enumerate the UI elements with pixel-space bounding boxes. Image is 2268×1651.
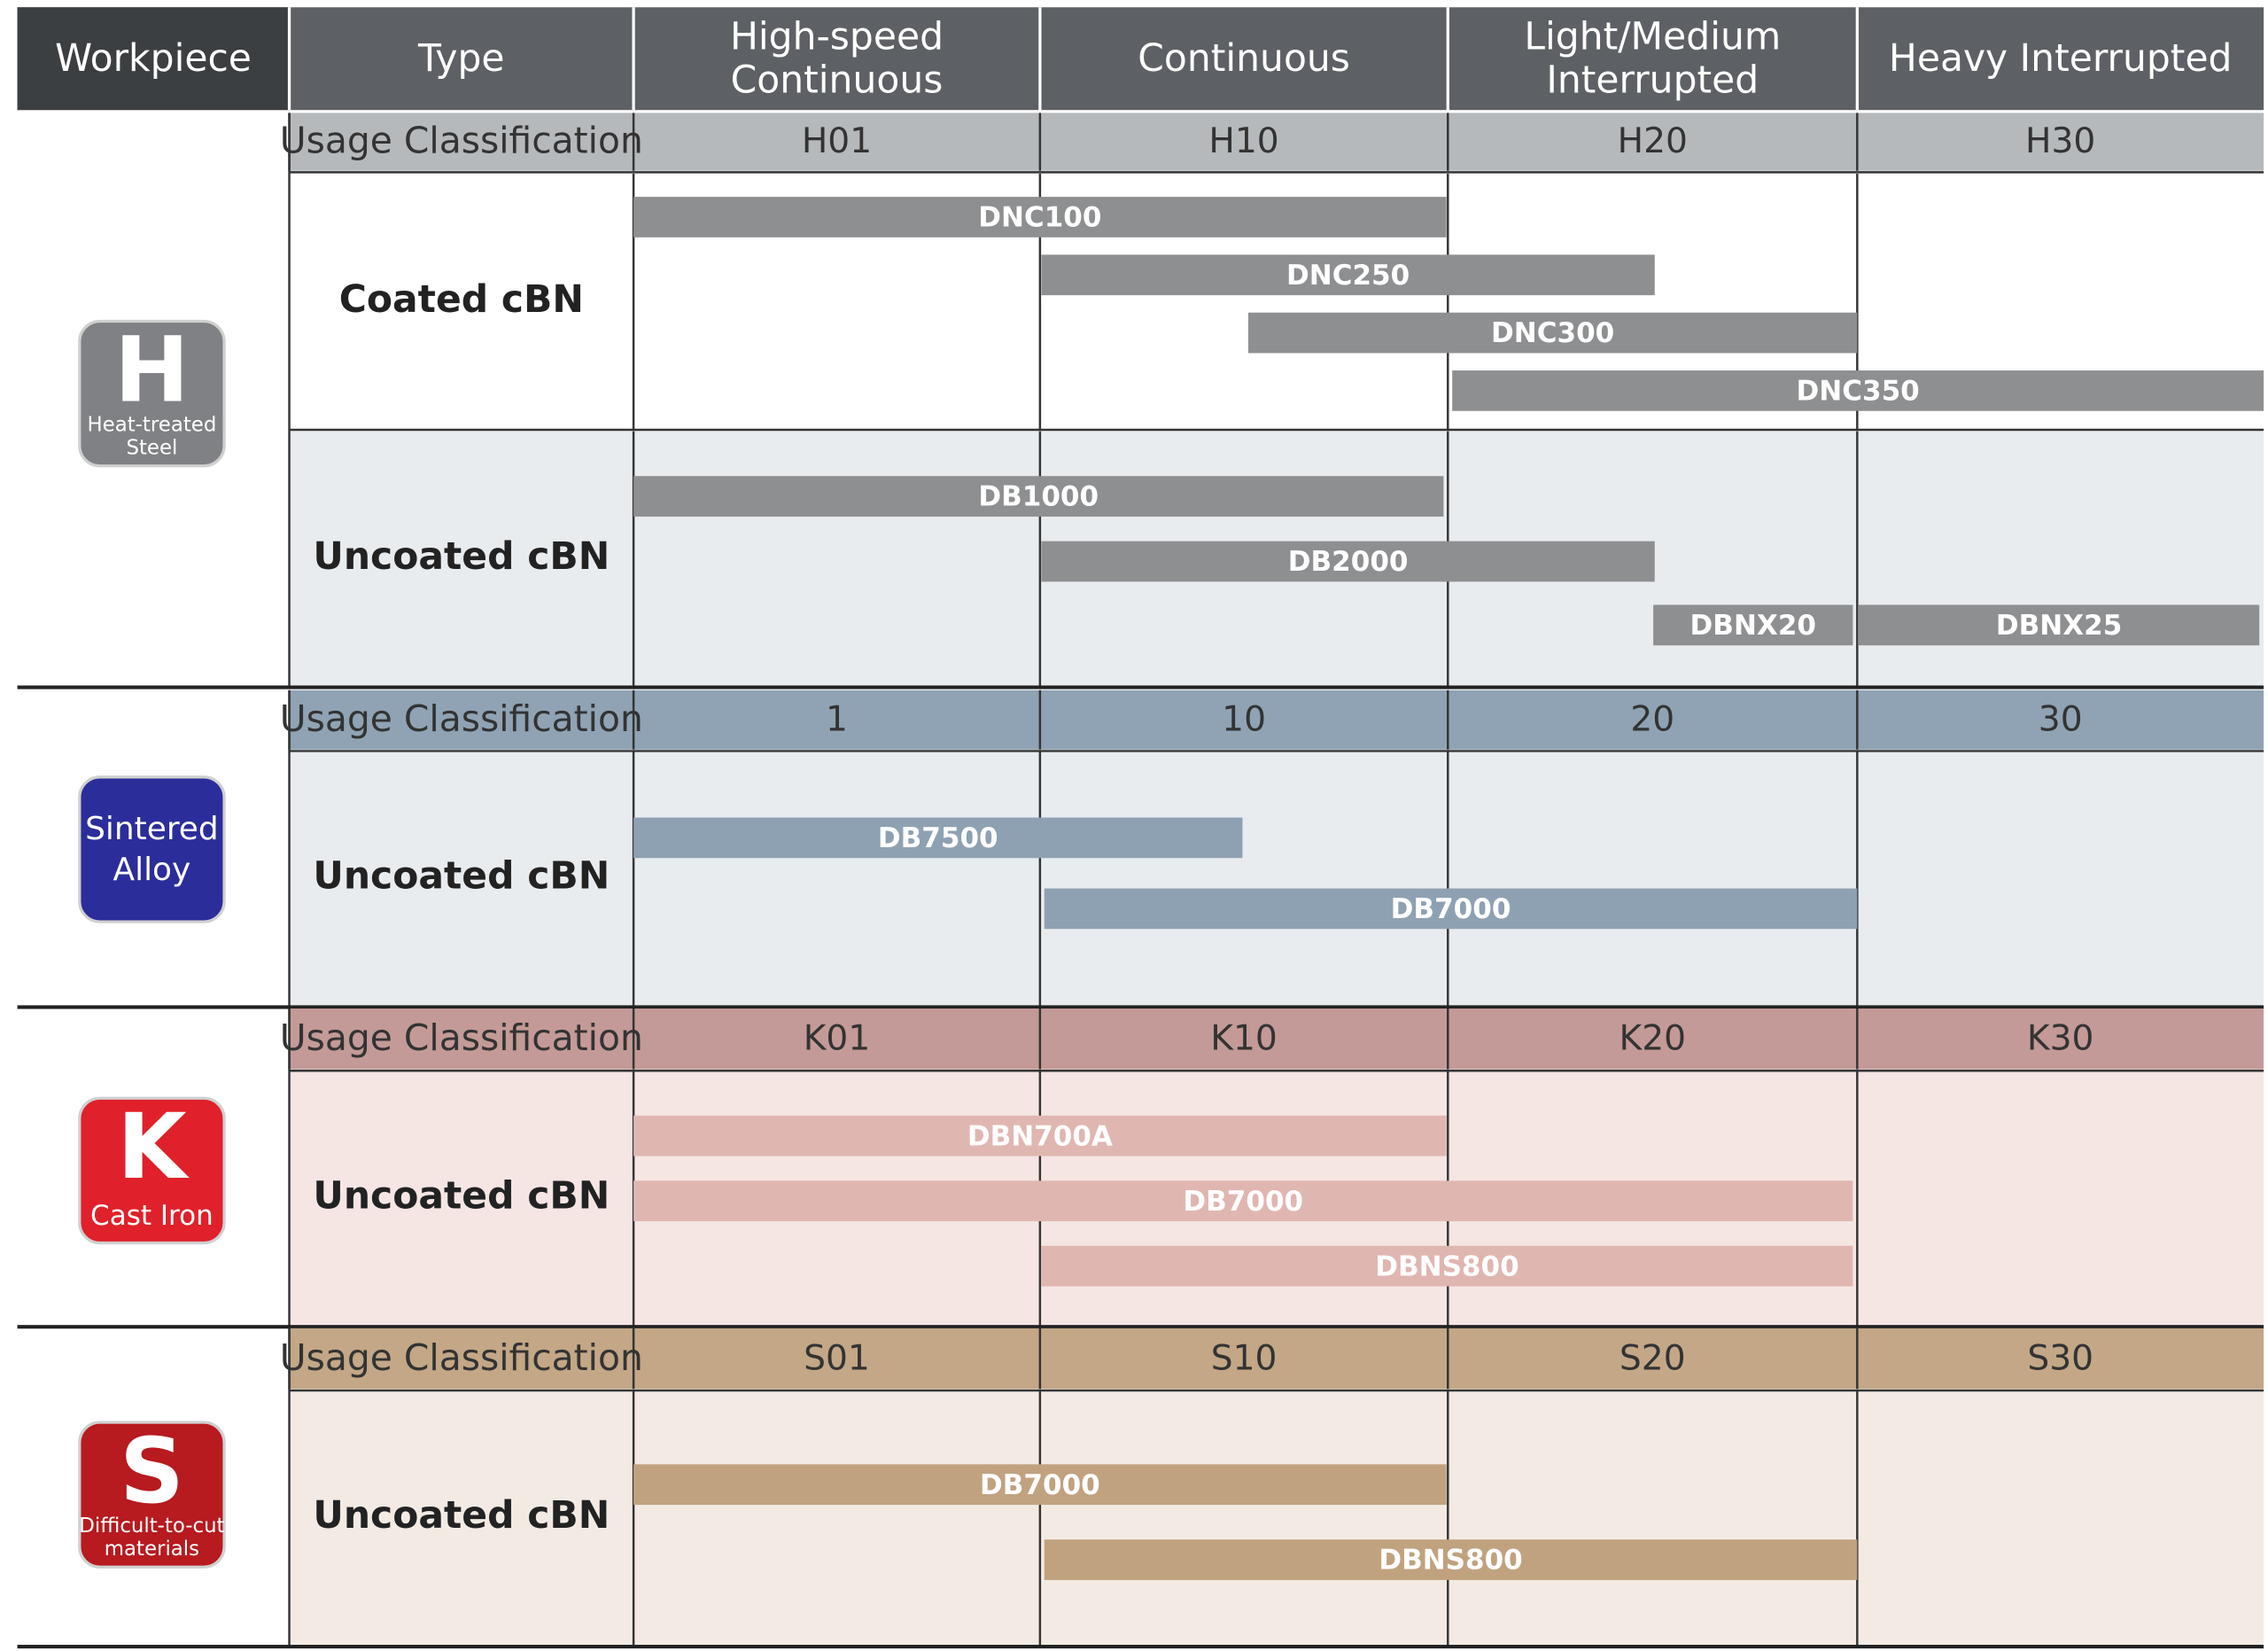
grade-label: 1 <box>826 699 848 739</box>
header-label: Type <box>417 37 504 81</box>
grade-label: H01 <box>802 121 872 161</box>
type-row <box>289 751 2264 1006</box>
grade-name: DB7000 <box>980 1469 1100 1501</box>
type-label: Uncoated cBN <box>313 1494 610 1538</box>
grade-label: 20 <box>1630 699 1674 739</box>
icon-caption: Cast Iron <box>90 1200 214 1232</box>
grade-bar <box>633 817 1243 859</box>
grade-name: DNC100 <box>978 202 1101 234</box>
grade-bar <box>1452 370 2264 411</box>
grade-bar <box>633 1464 1447 1506</box>
icon-caption: Alloy <box>113 852 191 888</box>
grade-name: DBNS800 <box>1379 1545 1522 1577</box>
header-label: Heavy Interrupted <box>1889 37 2233 81</box>
grade-label: 10 <box>1222 699 1266 739</box>
grade-name: DB1000 <box>978 481 1099 513</box>
grade-bar <box>1041 1245 1853 1287</box>
grade-bar <box>633 197 1447 238</box>
grade-name: DBNX25 <box>1996 610 2122 642</box>
grade-name: DB7500 <box>878 822 998 854</box>
grade-name: DNC250 <box>1286 260 1410 292</box>
header-bg <box>17 7 2264 111</box>
grade-label: H30 <box>2025 121 2095 161</box>
type-label: Uncoated cBN <box>313 855 610 899</box>
grade-label: H20 <box>1618 121 1688 161</box>
icon-caption: materials <box>105 1538 199 1561</box>
type-label: Coated cBN <box>339 278 584 322</box>
grade-name: DB7000 <box>1183 1186 1303 1218</box>
grade-label: S30 <box>2027 1338 2093 1378</box>
grade-label: S10 <box>1211 1338 1278 1378</box>
icon-caption: Heat-treated <box>88 414 217 437</box>
grade-bar <box>1044 1539 1858 1580</box>
usage-label: Usage Classification <box>280 120 643 162</box>
header-label: Workpiece <box>55 37 252 81</box>
workpiece-icon <box>78 1096 226 1245</box>
grade-name: DB7000 <box>1391 893 1511 925</box>
grade-bar <box>1041 541 1655 582</box>
header-label: Continuous <box>731 59 944 103</box>
icon-caption: Difficult-to-cut <box>79 1515 224 1538</box>
grade-name: DBNX20 <box>1690 610 1816 642</box>
grade-label: K10 <box>1210 1018 1278 1058</box>
workpiece-icon <box>78 1421 226 1569</box>
grade-name: DNC300 <box>1491 317 1614 349</box>
grade-name: DBNS800 <box>1375 1250 1518 1282</box>
icon-letter: S <box>120 1419 184 1523</box>
usage-row <box>289 689 2264 750</box>
icon-letter: H <box>114 317 190 422</box>
icon-caption: Sintered <box>85 811 219 847</box>
icon-letter: K <box>117 1094 190 1199</box>
grade-name: DB2000 <box>1288 546 1409 578</box>
header-label: Continuous <box>1138 37 1350 81</box>
grade-label: S20 <box>1619 1338 1686 1378</box>
type-row <box>289 1390 2264 1646</box>
header-label: Interrupted <box>1546 59 1759 103</box>
grade-label: K30 <box>2027 1018 2094 1058</box>
grade-label: S01 <box>804 1338 870 1378</box>
grade-bar <box>633 1115 1447 1156</box>
header-workpiece-bg <box>17 7 290 111</box>
grade-label: H10 <box>1208 121 1278 161</box>
grade-bar <box>1044 888 1858 930</box>
grade-label: K01 <box>804 1018 871 1058</box>
grade-bar <box>1858 604 2260 646</box>
usage-label: Usage Classification <box>280 1336 643 1379</box>
usage-label: Usage Classification <box>280 697 643 740</box>
type-label: Uncoated cBN <box>313 535 610 579</box>
usage-row <box>289 1328 2264 1390</box>
header-label: High-speed <box>730 16 944 59</box>
grade-bar <box>633 476 1444 517</box>
usage-label: Usage Classification <box>280 1016 643 1059</box>
grade-name: DNC350 <box>1797 376 1920 408</box>
grade-bar <box>1653 604 1853 646</box>
grade-bar <box>1247 312 1858 354</box>
type-label: Uncoated cBN <box>313 1174 610 1218</box>
icon-caption: Steel <box>126 437 177 460</box>
grade-label: K20 <box>1619 1018 1687 1058</box>
grade-name: DBN700A <box>967 1120 1113 1152</box>
workpiece-icon <box>78 775 226 923</box>
header-label: Light/Medium <box>1524 16 1781 59</box>
workpiece-icon <box>78 319 226 468</box>
usage-row <box>289 113 2264 171</box>
grade-label: 30 <box>2039 699 2083 739</box>
grade-bar <box>1041 254 1655 296</box>
usage-row <box>289 1009 2264 1070</box>
grade-bar <box>633 1180 1853 1222</box>
